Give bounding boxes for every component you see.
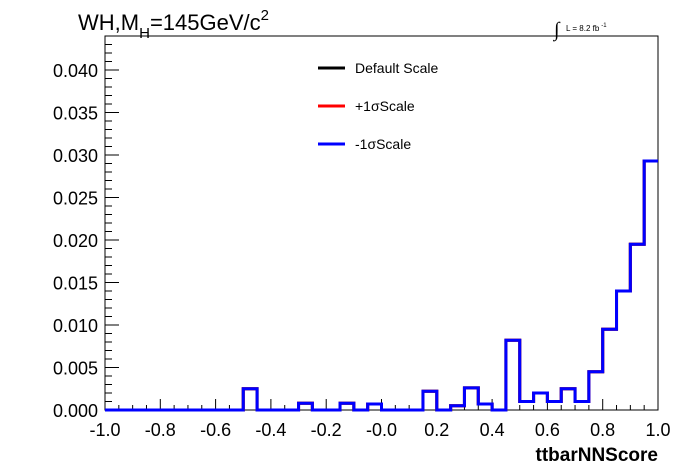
x-tick-label: 0.2 (424, 420, 449, 440)
y-tick-label: 0.020 (53, 231, 98, 251)
y-tick-label: 0.030 (53, 146, 98, 166)
x-tick-label: -0.8 (145, 420, 176, 440)
y-tick-label: 0.005 (53, 359, 98, 379)
x-tick-label: 0.8 (590, 420, 615, 440)
x-tick-label: -0.6 (200, 420, 231, 440)
legend-label: +1σScale (355, 98, 415, 114)
series-line--1-scale (105, 159, 658, 412)
title-subscript: H (139, 25, 150, 42)
x-tick-label: 0.6 (535, 420, 560, 440)
y-axis-tick-labels: 0.000 0.005 0.010 0.015 0.020 0.025 0.030 0.035… (53, 61, 98, 421)
x-axis-label: ttbarNNScore (536, 445, 658, 466)
legend-label: Default Scale (355, 60, 438, 76)
title-superscript: 2 (261, 7, 269, 24)
series-line-default-scale (105, 159, 658, 412)
chart-title: WH,MH=145GeV/c2 (78, 7, 269, 42)
x-tick-label: -0.4 (255, 420, 286, 440)
y-tick-label: 0.000 (53, 401, 98, 421)
plot-frame (104, 35, 659, 411)
y-axis-ticks (105, 35, 119, 411)
luminosity-integral: ∫ (552, 19, 561, 42)
y-tick-label: 0.035 (53, 104, 98, 124)
y-tick-label: 0.010 (53, 316, 98, 336)
y-tick-label: 0.025 (53, 189, 98, 209)
legend-label: -1σScale (355, 136, 411, 152)
legend: Default Scale +1σScale -1σScale (318, 60, 438, 152)
x-axis-tick-labels: -1.0 -0.8 -0.6 -0.4 -0.2 -0.0 0.2 0.4 0.6 0.8 1.0 (89, 420, 670, 440)
x-tick-label: -0.0 (366, 420, 397, 440)
x-tick-label: -1.0 (89, 420, 120, 440)
y-tick-label: 0.015 (53, 274, 98, 294)
y-tick-label: 0.040 (53, 61, 98, 81)
x-tick-label: 1.0 (645, 420, 670, 440)
series-line--1-scale (105, 159, 658, 412)
x-tick-label: -0.2 (311, 420, 342, 440)
luminosity-label: L = 8.2 fb -1 (566, 23, 607, 33)
x-tick-label: 0.4 (480, 420, 505, 440)
histogram-series (105, 159, 658, 412)
